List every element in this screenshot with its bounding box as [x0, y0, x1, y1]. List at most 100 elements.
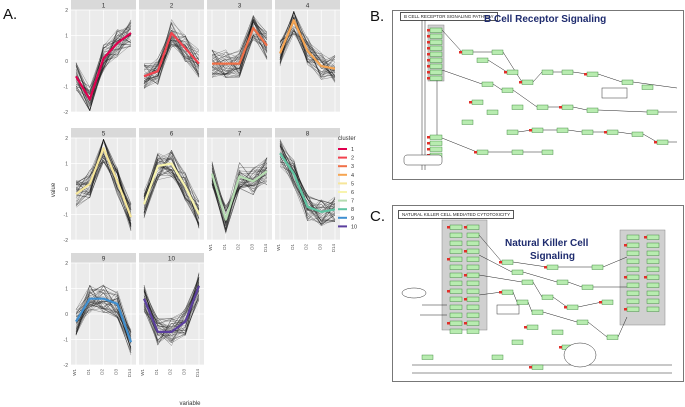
pathway-b-heading: B Cell Receptor Signaling — [484, 14, 607, 25]
y-tick-label: 1 — [65, 162, 68, 168]
expression-marker — [599, 301, 602, 304]
gene-node — [466, 320, 480, 326]
pathway-edge — [441, 29, 463, 53]
member-trace — [279, 143, 336, 222]
gene-node — [486, 109, 499, 115]
member-trace — [279, 140, 336, 221]
member-trace — [75, 152, 132, 226]
pathway-edge — [512, 261, 548, 268]
expression-marker — [644, 276, 647, 279]
pathway-edge — [642, 133, 658, 143]
member-trace — [211, 167, 268, 209]
x-tick-label: D2 — [168, 369, 173, 375]
gene-node — [491, 49, 504, 55]
member-trace — [75, 300, 132, 333]
centroid-line-3 — [212, 26, 268, 65]
pathway-edge — [577, 301, 603, 308]
member-trace — [75, 28, 132, 112]
member-trace — [143, 288, 200, 341]
gene-node — [449, 288, 463, 294]
annotation-box — [601, 87, 628, 99]
member-trace — [75, 285, 132, 344]
facet-strip — [139, 0, 204, 10]
expression-marker — [427, 29, 430, 32]
gene-node — [626, 274, 640, 280]
member-trace — [279, 28, 336, 67]
expression-marker — [427, 47, 430, 50]
member-trace — [211, 38, 268, 77]
member-trace — [211, 157, 268, 211]
member-trace — [211, 24, 268, 59]
facet-strip — [207, 128, 272, 138]
gene-node — [466, 224, 480, 230]
member-trace — [75, 33, 132, 94]
member-trace — [143, 277, 200, 336]
gene-node — [521, 279, 534, 285]
gene-node — [476, 57, 489, 63]
member-trace — [211, 161, 268, 215]
member-trace — [211, 162, 268, 234]
gene-node — [531, 127, 544, 133]
member-trace — [75, 159, 132, 225]
x-tick-label: D14 — [331, 244, 336, 253]
member-trace — [279, 10, 336, 68]
member-trace — [75, 141, 132, 204]
legend-label-10: 10 — [351, 224, 357, 230]
gene-node — [556, 127, 569, 133]
member-trace — [211, 34, 268, 74]
member-trace — [143, 154, 200, 215]
member-trace — [143, 168, 200, 212]
centroid-line-1 — [75, 32, 132, 101]
member-trace — [211, 168, 268, 231]
centroid-line-8 — [279, 152, 336, 213]
member-trace — [143, 273, 200, 336]
facet-strip — [71, 0, 136, 10]
facet-panel-7: 7 W1 D1 D2 D3 D14 — [207, 128, 272, 252]
member-trace — [143, 41, 200, 80]
member-trace — [75, 23, 132, 99]
member-trace — [279, 33, 336, 80]
member-trace — [211, 27, 268, 75]
member-trace — [75, 161, 132, 209]
gene-node — [449, 320, 463, 326]
member-trace — [279, 164, 336, 224]
y-tick-label: 2 — [65, 136, 68, 142]
expression-marker — [427, 53, 430, 56]
member-trace — [143, 298, 200, 342]
pathway-b-title-box: B CELL RECEPTOR SIGNALING PATHWAY — [400, 12, 498, 21]
pathway-edge — [478, 234, 503, 263]
y-tick-label: -1 — [64, 338, 69, 344]
expression-marker — [469, 101, 472, 104]
member-trace — [279, 161, 336, 215]
y-tick-label: -2 — [64, 238, 69, 244]
member-trace — [143, 163, 200, 213]
member-trace — [279, 145, 336, 227]
member-trace — [75, 285, 132, 348]
gene-node — [626, 282, 640, 288]
member-trace — [211, 180, 268, 231]
member-trace — [279, 27, 336, 77]
member-trace — [211, 166, 268, 213]
member-trace — [75, 155, 132, 215]
gene-node — [541, 149, 554, 155]
member-trace — [75, 153, 132, 231]
gene-node — [506, 69, 519, 75]
gene-node — [476, 149, 489, 155]
x-tick-label: D2 — [236, 244, 241, 250]
x-tick-label: D3 — [113, 369, 118, 375]
legend-label-5: 5 — [351, 181, 354, 187]
gene-node — [586, 71, 599, 77]
facet-strip — [139, 253, 204, 263]
gene-node — [429, 33, 443, 39]
expression-marker — [427, 148, 430, 151]
gene-node — [449, 304, 463, 310]
gene-node — [466, 288, 480, 294]
x-tick-label: D3 — [249, 244, 254, 250]
member-trace — [75, 157, 132, 215]
gene-node — [429, 51, 443, 57]
member-trace — [75, 289, 132, 335]
expression-marker — [529, 129, 532, 132]
centroid-line-10 — [142, 285, 201, 333]
gene-node — [646, 258, 660, 264]
expression-marker — [624, 276, 627, 279]
